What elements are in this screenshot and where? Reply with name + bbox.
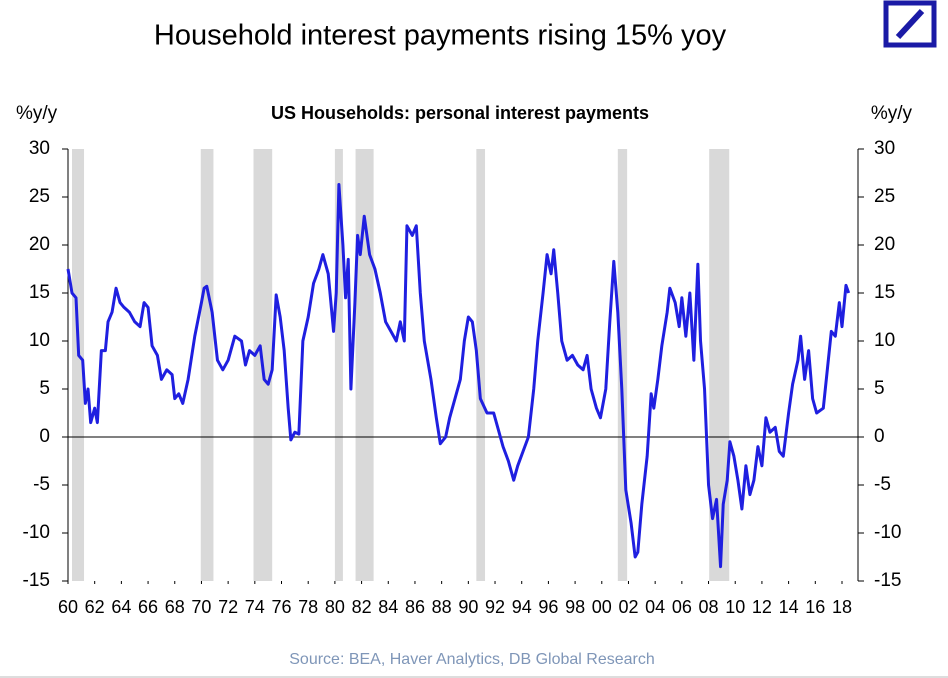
recession-band xyxy=(476,149,486,581)
x-tick-label: 78 xyxy=(298,597,318,617)
logo xyxy=(883,0,937,48)
y2-tick-label: 20 xyxy=(874,234,895,255)
x-tick-label: 60 xyxy=(58,597,78,617)
y2-tick-label: 15 xyxy=(874,282,895,303)
y-tick-label: 15 xyxy=(29,282,50,303)
x-tick-label: 72 xyxy=(218,597,238,617)
x-tick-label: 96 xyxy=(538,597,558,617)
x-tick-label: 62 xyxy=(85,597,105,617)
recession-band xyxy=(617,149,628,581)
y-tick-label: 0 xyxy=(39,426,50,447)
y-tick-label: -15 xyxy=(23,570,50,591)
x-tick-label: 90 xyxy=(458,597,478,617)
y2-axis-label: %y/y xyxy=(871,103,913,124)
x-tick-label: 86 xyxy=(405,597,425,617)
recession-band xyxy=(334,149,343,581)
y2-tick-label: -15 xyxy=(874,570,901,591)
y-tick-label: 5 xyxy=(39,378,50,399)
y-axis-label: %y/y xyxy=(16,103,58,124)
y2-tick-label: 10 xyxy=(874,330,895,351)
x-tick-label: 12 xyxy=(752,597,772,617)
recession-band xyxy=(355,149,374,581)
x-tick-label: 98 xyxy=(565,597,585,617)
y2-tick-label: -10 xyxy=(874,522,901,543)
chart-title: Household interest payments rising 15% y… xyxy=(154,20,727,52)
recession-band xyxy=(72,149,85,581)
x-tick-label: 18 xyxy=(832,597,852,617)
x-tick-label: 94 xyxy=(512,597,532,617)
y2-tick-label: 0 xyxy=(874,426,885,447)
x-tick-label: 16 xyxy=(805,597,825,617)
y-tick-label: 30 xyxy=(29,138,50,159)
x-tick-label: 00 xyxy=(592,597,612,617)
y-tick-label: -10 xyxy=(23,522,50,543)
y-tick-label: -5 xyxy=(33,474,50,495)
x-tick-label: 68 xyxy=(165,597,185,617)
x-tick-label: 64 xyxy=(111,597,131,617)
x-tick-label: 02 xyxy=(618,597,638,617)
source-note: Source: BEA, Haver Analytics, DB Global … xyxy=(289,651,655,668)
y2-tick-label: 30 xyxy=(874,138,895,159)
x-tick-label: 14 xyxy=(779,597,799,617)
y2-tick-label: -5 xyxy=(874,474,891,495)
x-tick-label: 80 xyxy=(325,597,345,617)
chart-subtitle: US Households: personal interest payment… xyxy=(271,103,649,123)
x-tick-label: 76 xyxy=(271,597,291,617)
x-tick-label: 04 xyxy=(645,597,665,617)
y-tick-label: 25 xyxy=(29,186,50,207)
x-tick-label: 82 xyxy=(352,597,372,617)
x-tick-label: 08 xyxy=(699,597,719,617)
x-tick-label: 66 xyxy=(138,597,158,617)
y-tick-label: 10 xyxy=(29,330,50,351)
x-tick-label: 92 xyxy=(485,597,505,617)
x-tick-label: 74 xyxy=(245,597,265,617)
recession-band xyxy=(200,149,214,581)
y2-tick-label: 5 xyxy=(874,378,885,399)
recession-band xyxy=(709,149,730,581)
y2-tick-label: 25 xyxy=(874,186,895,207)
y-tick-label: 20 xyxy=(29,234,50,255)
x-tick-label: 84 xyxy=(378,597,398,617)
x-tick-label: 88 xyxy=(432,597,452,617)
data-line xyxy=(66,183,851,569)
x-tick-label: 06 xyxy=(672,597,692,617)
x-tick-label: 70 xyxy=(191,597,211,617)
x-tick-label: 10 xyxy=(725,597,745,617)
